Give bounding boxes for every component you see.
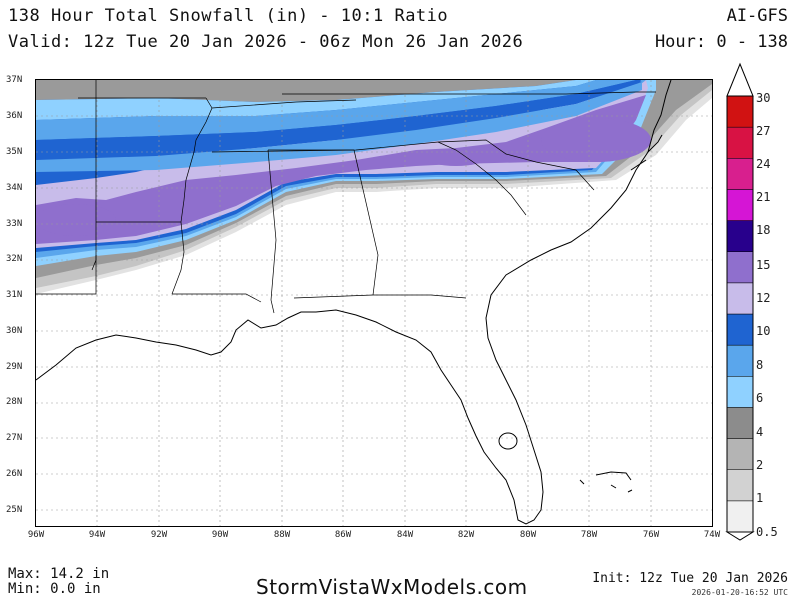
lat-label: 36N — [6, 111, 23, 121]
colorbar — [725, 62, 755, 541]
forecast-hour-range: Hour: 0 - 138 — [654, 32, 788, 52]
colorbar-swatch — [726, 438, 754, 470]
colorbar-swatches — [726, 95, 754, 533]
colorbar-swatch — [726, 407, 754, 439]
colorbar-label: 15 — [756, 258, 771, 272]
lat-label: 29N — [6, 362, 23, 372]
snowfall-map — [35, 79, 712, 526]
lon-label: 76W — [642, 530, 660, 540]
colorbar-swatch — [726, 126, 754, 159]
render-timestamp: 2026-01-20-16:52 UTC — [691, 588, 788, 597]
colorbar-label: 8 — [756, 358, 764, 372]
colorbar-label: 12 — [756, 291, 771, 305]
lat-label: 25N — [6, 505, 23, 515]
colorbar-swatch — [726, 313, 754, 346]
map-frame — [35, 79, 713, 527]
lon-label: 78W — [580, 530, 598, 540]
lon-label: 96W — [27, 530, 45, 540]
colorbar-swatch — [726, 500, 754, 533]
lon-label: 80W — [519, 530, 537, 540]
state-borders — [36, 80, 656, 314]
lon-label: 74W — [703, 530, 721, 540]
colorbar-label: 27 — [756, 124, 771, 138]
lat-label: 35N — [6, 147, 23, 157]
colorbar-label: 24 — [756, 157, 771, 171]
lon-label: 90W — [211, 530, 229, 540]
colorbar-swatch — [726, 220, 754, 252]
map-title: 138 Hour Total Snowfall (in) - 10:1 Rati… — [8, 6, 449, 26]
colorbar-swatch — [726, 469, 754, 502]
brand-name: StormVistaWxModels.com — [256, 575, 528, 599]
colorbar-label: 6 — [756, 391, 764, 405]
colorbar-swatch — [726, 282, 754, 315]
lake-okeechobee — [498, 432, 518, 450]
colorbar-label: 10 — [756, 324, 771, 338]
lat-label: 30N — [6, 326, 23, 336]
lon-label: 82W — [457, 530, 475, 540]
lat-label: 33N — [6, 219, 23, 229]
colorbar-label: 0.5 — [756, 525, 778, 539]
model-name: AI-GFS — [726, 6, 788, 26]
lon-label: 86W — [334, 530, 352, 540]
lat-label: 27N — [6, 433, 23, 443]
lat-label: 31N — [6, 290, 23, 300]
lon-label: 88W — [273, 530, 291, 540]
lat-label: 32N — [6, 254, 23, 264]
colorbar-label: 18 — [756, 223, 771, 237]
min-value: Min: 0.0 in — [8, 581, 101, 597]
valid-period: Valid: 12z Tue 20 Jan 2026 - 06z Mon 26 … — [8, 32, 524, 52]
colorbar-swatch — [726, 189, 754, 221]
colorbar-swatch — [726, 344, 754, 377]
init-time: Init: 12z Tue 20 Jan 2026 — [592, 571, 788, 586]
colorbar-label: 21 — [756, 190, 771, 204]
colorbar-swatch — [726, 251, 754, 284]
coastline — [35, 79, 672, 525]
colorbar-swatch — [726, 95, 754, 128]
lat-label: 37N — [6, 75, 23, 85]
colorbar-label: 30 — [756, 91, 771, 105]
snowfall-shading — [36, 80, 712, 294]
lat-label: 26N — [6, 469, 23, 479]
lat-label: 34N — [6, 183, 23, 193]
colorbar-bottom-arrow — [725, 531, 755, 541]
lon-label: 94W — [88, 530, 106, 540]
colorbar-label: 1 — [756, 491, 764, 505]
lat-label: 28N — [6, 397, 23, 407]
colorbar-swatch — [726, 158, 754, 190]
colorbar-swatch — [726, 376, 754, 408]
map-canvas — [35, 79, 712, 526]
outer-banks — [630, 134, 663, 171]
colorbar-label: 2 — [756, 458, 764, 472]
colorbar-top-arrow — [726, 62, 754, 97]
lat-lon-grid — [36, 80, 712, 526]
lon-label: 92W — [150, 530, 168, 540]
lon-label: 84W — [396, 530, 414, 540]
max-value: Max: 14.2 in — [8, 566, 110, 582]
colorbar-label: 4 — [756, 425, 764, 439]
